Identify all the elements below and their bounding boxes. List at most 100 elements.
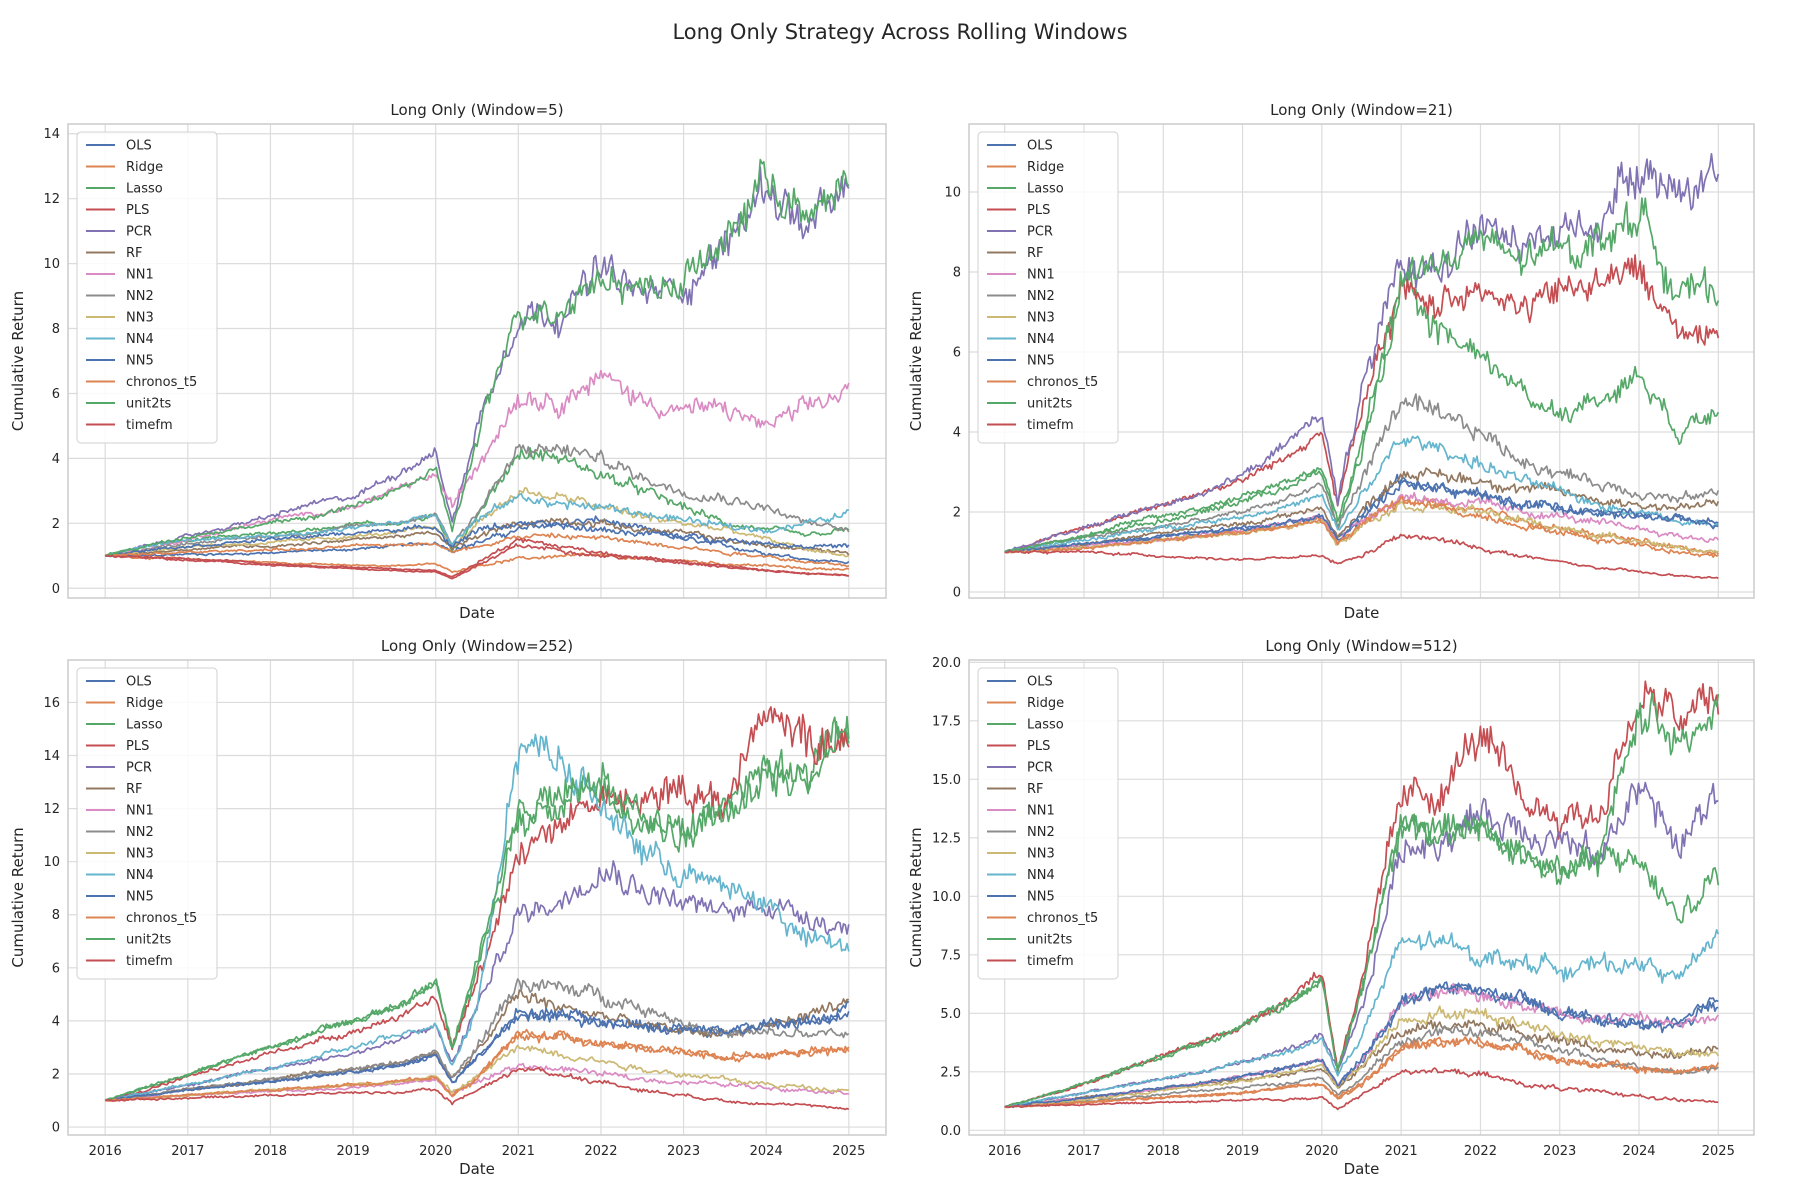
y-tick-label: 14: [43, 127, 60, 142]
legend-entry: PCR: [126, 761, 152, 776]
legend-entry: Lasso: [1027, 182, 1064, 197]
legend-entry: OLS: [126, 139, 152, 154]
y-tick-label: 12: [43, 192, 60, 207]
series-line-chronos-t5: [1004, 1036, 1720, 1109]
series-line-nn5: [105, 519, 850, 558]
legend-entry: Ridge: [126, 696, 163, 711]
y-tick-label: 10: [43, 257, 60, 272]
legend-entry: NN4: [126, 332, 154, 347]
legend-entry: PLS: [126, 739, 149, 754]
legend-entry: NN1: [126, 804, 154, 819]
legend-entry: PCR: [126, 225, 152, 240]
series-line-nn5: [1004, 479, 1719, 553]
series-group: [104, 706, 850, 1111]
x-axis-label: Date: [459, 1160, 495, 1178]
y-tick-label: 2: [953, 506, 961, 521]
y-tick-label: 8: [953, 266, 961, 281]
series-line-nn4: [104, 492, 849, 557]
legend-entry: NN3: [126, 311, 154, 326]
legend-entry: RF: [1027, 246, 1044, 261]
y-tick-label: 2.5: [940, 1065, 961, 1080]
y-tick-label: 14: [43, 749, 60, 764]
y-tick-label: 10: [43, 855, 60, 870]
y-tick-label: 0: [52, 582, 60, 597]
legend-entry: timefm: [126, 418, 173, 433]
x-tick-label: 2024: [750, 1144, 783, 1159]
y-tick-label: 4: [52, 1014, 60, 1029]
legend-entry: OLS: [1027, 675, 1053, 690]
legend-entry: NN4: [126, 868, 154, 883]
legend-entry: Lasso: [126, 182, 163, 197]
legend-entry: NN2: [126, 289, 154, 304]
x-tick-label: 2020: [419, 1144, 452, 1159]
legend-entry: RF: [126, 246, 143, 261]
series-line-unit2ts: [104, 720, 850, 1102]
y-tick-label: 0: [52, 1121, 60, 1136]
legend-entry: unit2ts: [1027, 397, 1073, 412]
series-line-chronos-t5: [104, 532, 850, 568]
y-axis-label: Cumulative Return: [907, 827, 925, 967]
series-line-ols: [104, 515, 850, 565]
y-tick-label: 2: [52, 517, 60, 532]
panel-title: Long Only (Window=512): [1265, 637, 1457, 655]
series-line-unit2ts: [1004, 692, 1720, 1108]
legend-entry: NN3: [1027, 311, 1055, 326]
panel-1: 0 2 4 6 8 10 12 14 Long Only (Window=5) Date Cumul…: [9, 101, 887, 622]
series-line-chronos-t5: [105, 1028, 850, 1102]
y-tick-label: 12: [43, 802, 60, 817]
x-tick-label: 2019: [337, 1144, 370, 1159]
plot-frame: [968, 123, 1755, 599]
legend: OLS Ridge Lasso PLS PCR RF NN1 NN2 NN3 NN4 NN5 chro…: [977, 667, 1119, 980]
series-line-pls: [104, 706, 850, 1102]
legend-entry: PCR: [1027, 761, 1053, 776]
series-group: [104, 158, 850, 580]
legend-entry: NN1: [1027, 268, 1055, 283]
series-line-unit2ts: [1004, 197, 1720, 553]
figure-title: Long Only Strategy Across Rolling Window…: [672, 20, 1128, 44]
x-tick-label: 2018: [1147, 1144, 1180, 1159]
series-line-pls: [1004, 254, 1720, 554]
legend-entry: NN2: [126, 825, 154, 840]
x-tick-label: 2021: [502, 1144, 535, 1159]
legend-entry: Lasso: [1027, 718, 1064, 733]
legend-entry: Ridge: [1027, 696, 1064, 711]
legend-entry: RF: [126, 782, 143, 797]
x-axis-label: Date: [1344, 604, 1380, 622]
x-tick-label: 2022: [1464, 1144, 1497, 1159]
series-line-nn3: [104, 487, 850, 558]
series-line-nn3: [1004, 1005, 1720, 1108]
panel-2: 0 2 4 6 8 10 Long Only (Window=21) Date Cumulati…: [907, 101, 1755, 622]
legend-entry: chronos_t5: [1027, 911, 1098, 926]
x-tick-label: 2023: [1543, 1144, 1576, 1159]
x-tick-label: 2019: [1226, 1144, 1259, 1159]
y-tick-label: 20.0: [932, 656, 961, 671]
legend: OLS Ridge Lasso PLS PCR RF NN1 NN2 NN3 NN4 NN5 chro…: [76, 131, 218, 444]
x-tick-label: 2018: [254, 1144, 287, 1159]
y-tick-label: 17.5: [932, 714, 961, 729]
series-group: [1004, 680, 1720, 1111]
legend-entry: NN2: [1027, 825, 1055, 840]
legend-entry: PLS: [1027, 203, 1050, 218]
x-tick-label: 2025: [1702, 1144, 1735, 1159]
series-group: [1004, 152, 1720, 580]
y-tick-label: 16: [43, 696, 60, 711]
legend-entry: NN5: [1027, 890, 1055, 905]
y-tick-label: 12.5: [932, 831, 961, 846]
series-line-nn2: [1004, 393, 1720, 553]
legend-entry: PCR: [1027, 225, 1053, 240]
plot-frame: [67, 659, 887, 1136]
legend-entry: chronos_t5: [126, 911, 197, 926]
legend-entry: unit2ts: [126, 397, 172, 412]
plot-frame: [968, 659, 1755, 1136]
legend-entry: NN5: [126, 354, 154, 369]
y-axis-label: Cumulative Return: [907, 291, 925, 431]
y-tick-label: 2: [52, 1067, 60, 1082]
legend-entry: timefm: [1027, 418, 1074, 433]
y-tick-label: 0.0: [940, 1124, 961, 1139]
series-line-timefm: [1004, 1067, 1719, 1111]
series-line-pls: [1004, 680, 1720, 1108]
legend: OLS Ridge Lasso PLS PCR RF NN1 NN2 NN3 NN4 NN5 chro…: [977, 131, 1119, 444]
legend-entry: chronos_t5: [126, 375, 197, 390]
legend-entry: chronos_t5: [1027, 375, 1098, 390]
panel-title: Long Only (Window=252): [381, 637, 573, 655]
